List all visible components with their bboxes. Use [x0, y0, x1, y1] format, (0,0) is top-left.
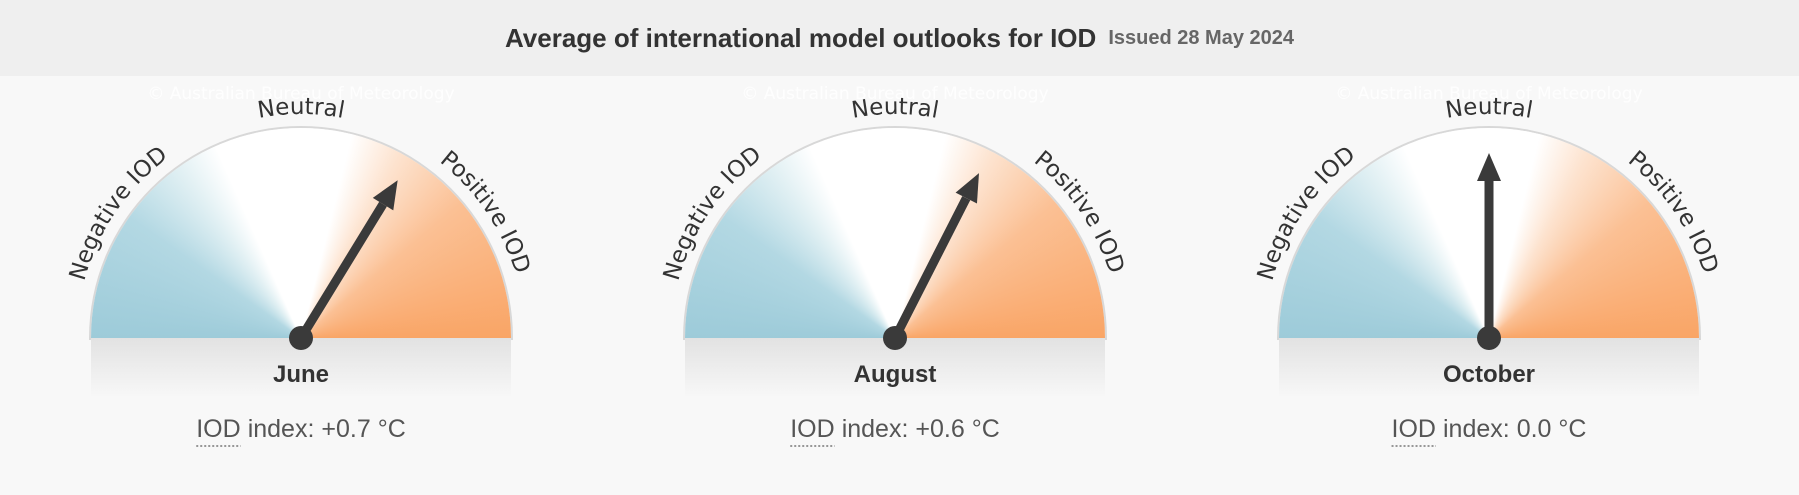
- needle-pivot: [289, 326, 313, 350]
- dial-label: Positive IOD: [1029, 146, 1129, 276]
- dial-label: Neutral: [1444, 94, 1535, 124]
- dial-label-text: Neutral: [256, 94, 347, 124]
- index-abbr: IOD: [196, 415, 240, 443]
- issued-date: Issued 28 May 2024: [1108, 26, 1294, 49]
- dial-label: Negative IOD: [65, 141, 172, 283]
- dial-label-text: Negative IOD: [659, 141, 766, 283]
- dial-label-text: Neutral: [1444, 94, 1535, 124]
- index-caption: IOD index: +0.6 °C: [790, 415, 1000, 443]
- watermark: © Australian Bureau of Meteorology: [1335, 84, 1642, 104]
- header: Average of international model outlooks …: [0, 0, 1799, 76]
- needle-shaft: [890, 196, 971, 341]
- needle: [297, 180, 398, 341]
- dial-label-text: Negative IOD: [65, 141, 172, 283]
- month: August: [854, 361, 937, 388]
- index-value: +0.7 °C: [321, 415, 405, 443]
- index-abbr: IOD: [790, 415, 834, 443]
- index-value: +0.6 °C: [915, 415, 999, 443]
- dial-label-text: Positive IOD: [1623, 146, 1723, 276]
- dial-label-text: Negative IOD: [1253, 141, 1360, 283]
- index-text: index:: [842, 415, 909, 443]
- index-text: index:: [248, 415, 315, 443]
- needle-head: [372, 180, 398, 211]
- index-abbr: IOD: [1392, 415, 1436, 443]
- needle-head: [1477, 153, 1501, 181]
- needle-head: [955, 173, 979, 204]
- watermark: © Australian Bureau of Meteorology: [147, 84, 454, 104]
- needle: [1477, 153, 1501, 338]
- month: June: [273, 361, 329, 388]
- needle-shaft: [297, 201, 387, 341]
- needle-pivot: [883, 326, 907, 350]
- dial-label: Negative IOD: [659, 141, 766, 283]
- month: October: [1443, 361, 1535, 388]
- index-caption: IOD index: 0.0 °C: [1392, 415, 1587, 443]
- index-value: 0.0 °C: [1517, 415, 1587, 443]
- dial-label-text: Positive IOD: [1029, 146, 1129, 276]
- index-text: index:: [1443, 415, 1510, 443]
- dial-label: Neutral: [850, 94, 941, 124]
- needle: [890, 173, 979, 341]
- title: Average of international model outlooks …: [504, 22, 1097, 53]
- index-caption: IOD index: +0.7 °C: [196, 415, 406, 443]
- dial-label: Negative IOD: [1253, 141, 1360, 283]
- needle-pivot: [1477, 326, 1501, 350]
- watermark: © Australian Bureau of Meteorology: [741, 84, 1048, 104]
- dial-label: Neutral: [256, 94, 347, 124]
- dial-label-text: Neutral: [850, 94, 941, 124]
- dial-label: Positive IOD: [1623, 146, 1723, 276]
- dial-label: Positive IOD: [435, 146, 535, 276]
- dial-label-text: Positive IOD: [435, 146, 535, 276]
